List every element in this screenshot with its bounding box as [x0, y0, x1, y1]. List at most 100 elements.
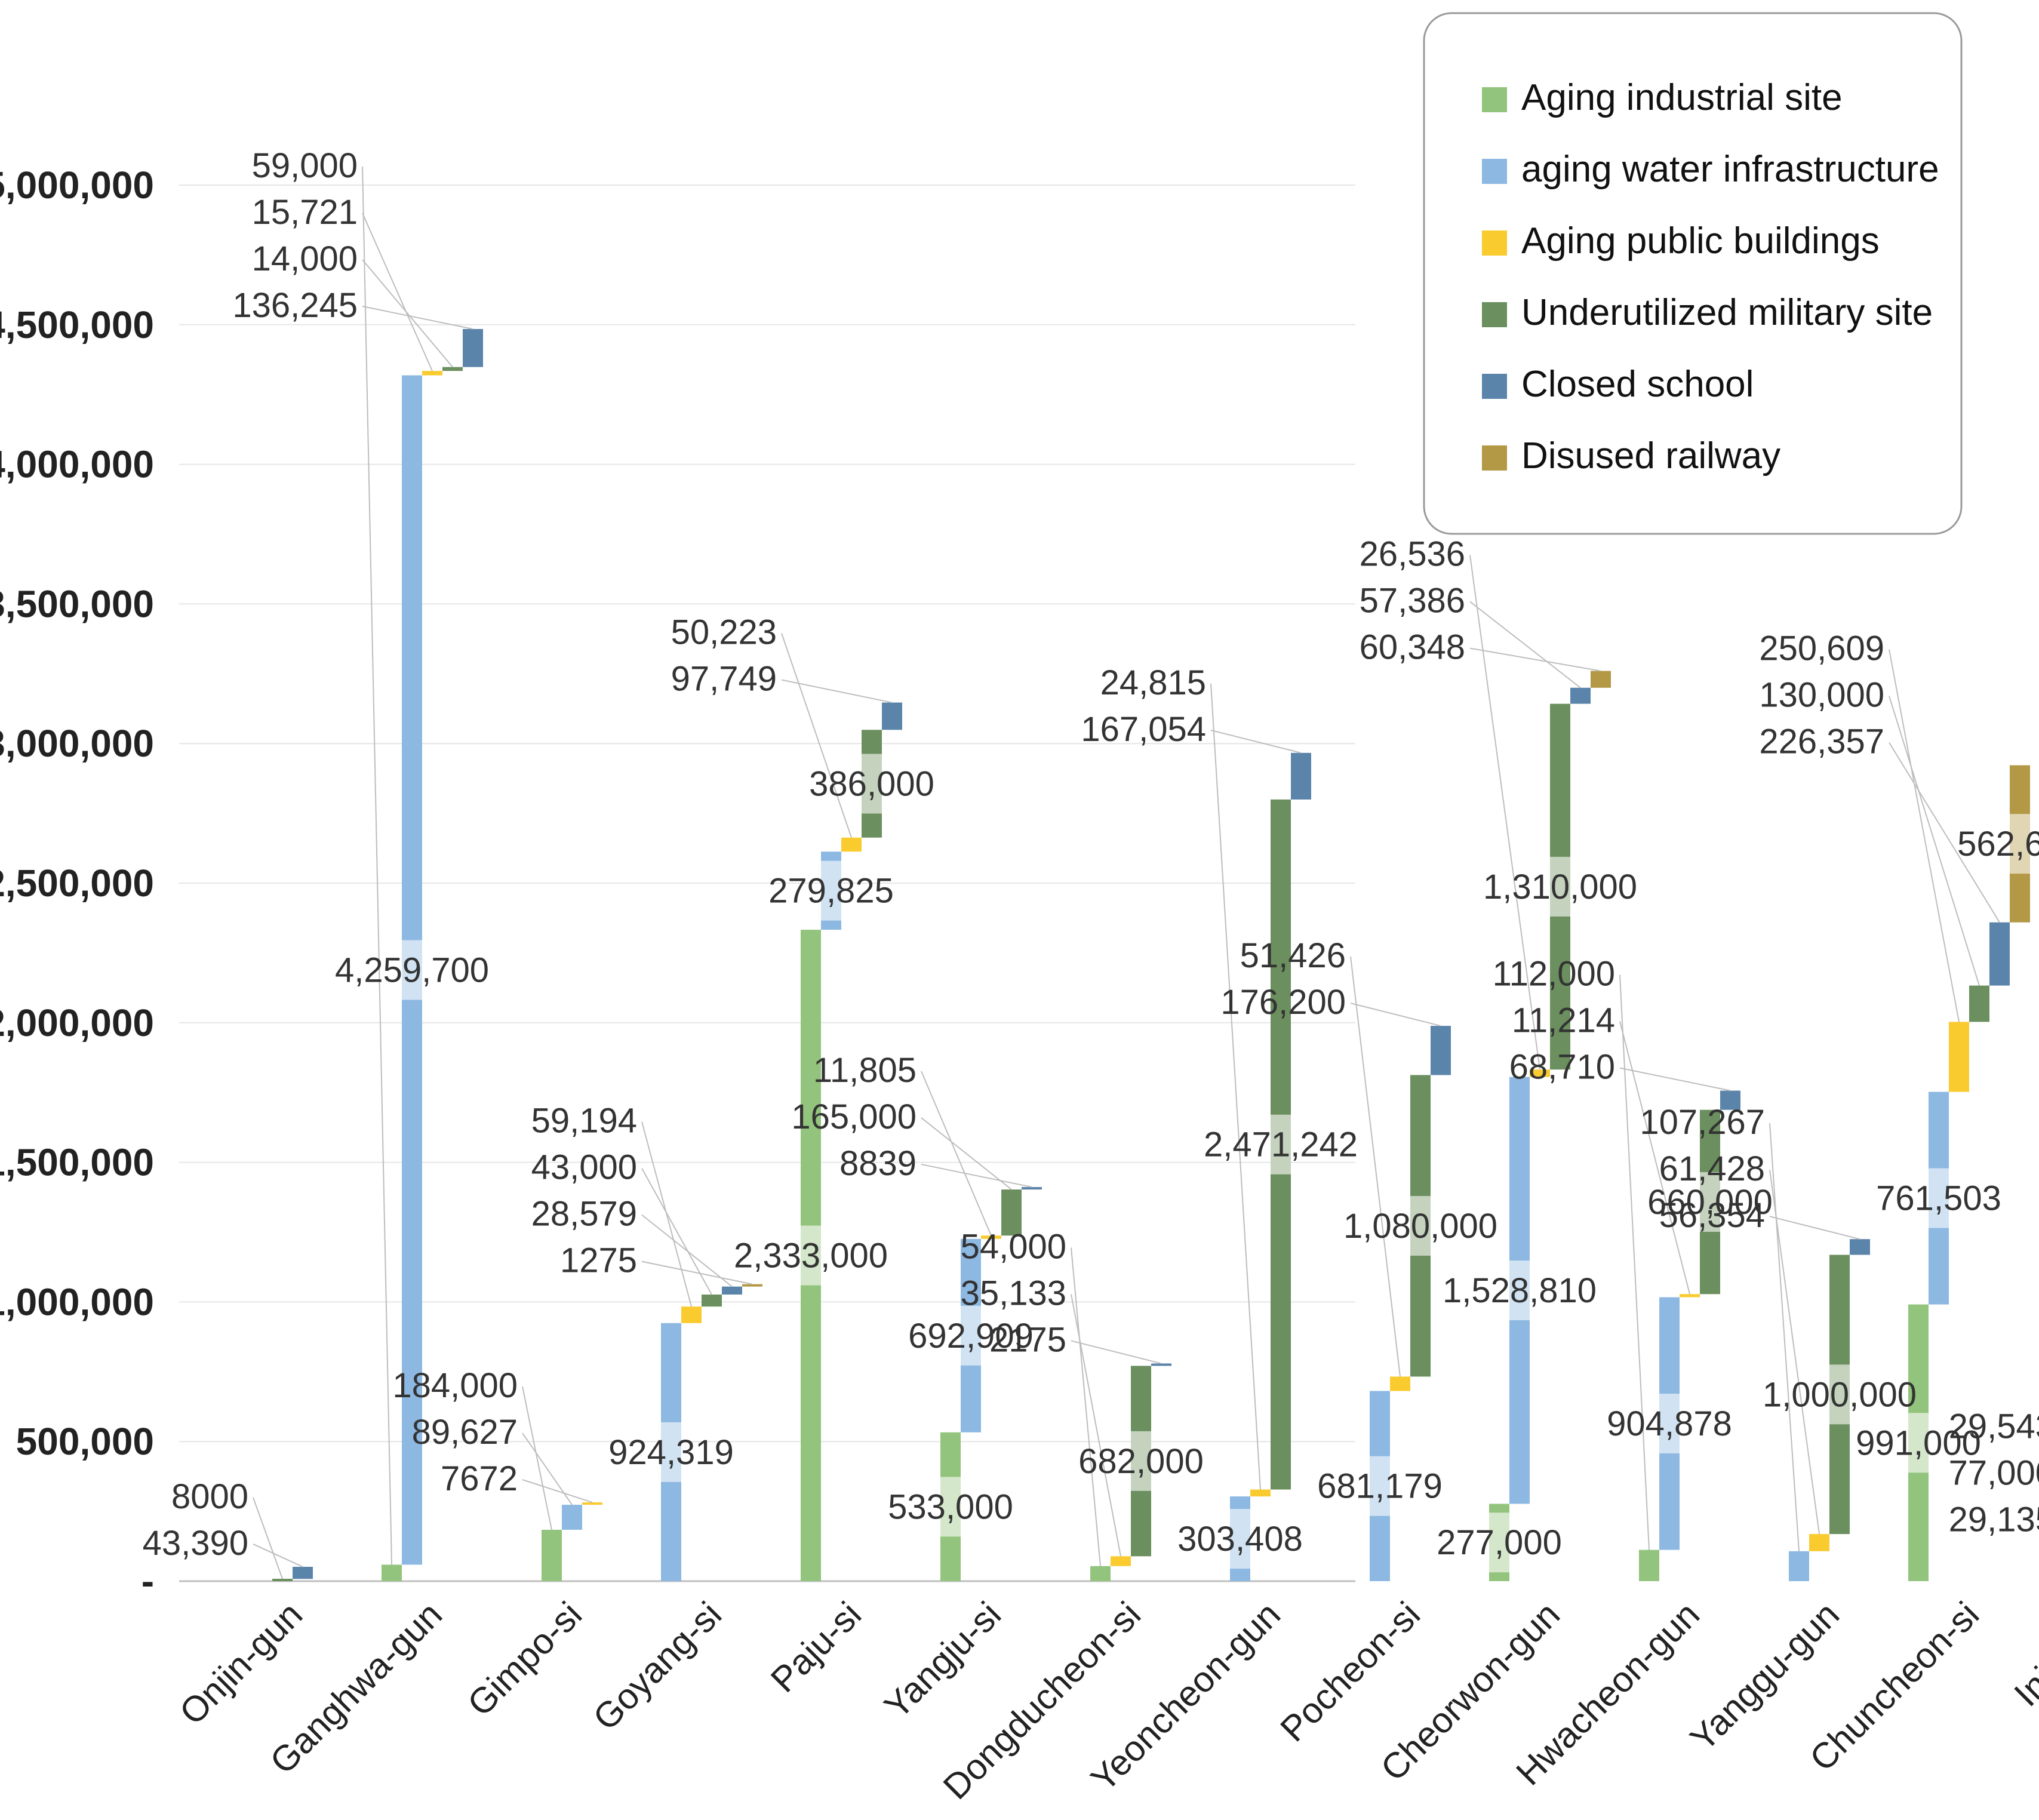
- data-label: 97,749: [671, 660, 777, 699]
- label-highlight: [1509, 1261, 1530, 1321]
- label-highlight: [1659, 1394, 1680, 1454]
- bar-segment: [1720, 1090, 1740, 1110]
- bar-segment: [272, 1579, 293, 1581]
- label-highlight: [1271, 1114, 1291, 1175]
- legend: Aging industrial site aging water infrast…: [1423, 12, 1963, 535]
- leader-line: [362, 166, 392, 1565]
- bar-segment: [1151, 1363, 1171, 1366]
- legend-label: Closed school: [1521, 364, 1754, 405]
- data-label: 761,503: [1876, 1179, 2001, 1218]
- leader-line: [1889, 649, 1960, 1022]
- x-category-label: Inje-gun: [2006, 1594, 2039, 1714]
- bar-segment: [1111, 1556, 1131, 1566]
- leader-line: [1350, 956, 1401, 1377]
- data-label: 15,721: [252, 193, 358, 232]
- bar-segment: [382, 1564, 402, 1581]
- data-label: 61,428: [1659, 1149, 1765, 1188]
- x-category-label: Gimpo-si: [460, 1594, 589, 1724]
- leader-line: [1889, 696, 1980, 986]
- data-label: 250,609: [1759, 629, 1884, 668]
- leader-line: [253, 1497, 283, 1579]
- data-label: 2,333,000: [734, 1237, 888, 1275]
- data-labels: 43,390 8000 4,259,700 136,245 14,000 15,721 59…: [143, 146, 2039, 1563]
- data-label: 1,310,000: [1483, 868, 1637, 906]
- label-highlight: [1410, 1195, 1431, 1256]
- bar-segment: [742, 1284, 762, 1287]
- data-label: 14,000: [252, 239, 358, 278]
- label-highlight: [961, 1305, 981, 1366]
- data-label: 562,697: [1957, 825, 2039, 863]
- bar-segment: [1989, 922, 2010, 986]
- data-label: 8000: [171, 1477, 248, 1516]
- data-label: 2,471,242: [1204, 1126, 1358, 1164]
- bars: [272, 328, 2030, 1581]
- label-highlight: [1829, 1364, 1850, 1425]
- legend-label: Aging industrial site: [1521, 77, 1843, 118]
- bar-segment: [1591, 671, 1611, 688]
- bar-segment: [1250, 1489, 1271, 1497]
- leader-line: [641, 1261, 753, 1285]
- y-tick-label: 4,000,000: [0, 443, 154, 486]
- data-label: 8839: [839, 1144, 917, 1183]
- leader-line: [522, 1432, 573, 1505]
- data-label: 43,390: [143, 1524, 248, 1563]
- y-tick-label: 3,500,000: [0, 582, 154, 625]
- bar-segment: [1530, 1069, 1550, 1077]
- label-highlight: [862, 754, 882, 814]
- data-label: 54,000: [961, 1227, 1066, 1266]
- leader-line: [641, 1168, 712, 1295]
- bar-segment: [442, 367, 463, 371]
- y-tick-label: 3,000,000: [0, 722, 154, 765]
- leader-line: [1071, 1247, 1101, 1566]
- leader-line: [1210, 683, 1261, 1490]
- data-label: 660,000: [1647, 1183, 1773, 1222]
- x-category-label: Yangju-si: [877, 1594, 1008, 1726]
- bar-segment: [722, 1286, 742, 1295]
- data-label: 7672: [441, 1459, 518, 1498]
- data-label: 165,000: [791, 1097, 917, 1136]
- label-highlight: [661, 1422, 681, 1482]
- label-highlight: [821, 860, 841, 921]
- data-label: 279,825: [768, 872, 894, 911]
- data-label: 184,000: [392, 1366, 518, 1405]
- leader-line: [1769, 1216, 1860, 1240]
- data-label: 1,000,000: [1763, 1375, 1917, 1414]
- y-tick-label: 1,500,000: [0, 1141, 154, 1184]
- x-category-label: Paju-si: [763, 1594, 869, 1700]
- bar-segment: [1639, 1550, 1659, 1581]
- leader-line: [1619, 1021, 1690, 1295]
- data-label: 59,194: [531, 1102, 637, 1140]
- leader-line: [362, 213, 433, 371]
- data-label: 167,054: [1081, 710, 1206, 749]
- label-highlight: [1370, 1456, 1390, 1516]
- bar-segment: [562, 1505, 582, 1530]
- legend-swatch: [1482, 159, 1507, 184]
- leader-line: [921, 1117, 1012, 1190]
- leader-line: [1769, 1170, 1820, 1535]
- data-label: 226,357: [1759, 723, 1884, 761]
- leader-line: [362, 259, 453, 368]
- legend-swatch: [1482, 87, 1507, 112]
- label-highlight: [1131, 1431, 1151, 1491]
- bar-segment: [1001, 1189, 1022, 1236]
- legend-swatch: [1482, 445, 1507, 471]
- data-label: 991,000: [1856, 1424, 1981, 1462]
- y-tick-label: 5,000,000: [0, 164, 154, 207]
- leader-line: [1469, 601, 1581, 688]
- y-tick-label: 1,000,000: [0, 1280, 154, 1323]
- leader-line: [921, 1163, 1032, 1188]
- data-label: 277,000: [1437, 1523, 1562, 1562]
- bar-segment: [422, 371, 442, 376]
- bar-segment: [582, 1502, 602, 1505]
- legend-box: [1423, 12, 1963, 535]
- data-label: 136,245: [232, 286, 358, 325]
- leader-line: [781, 679, 893, 703]
- y-tick-label: 4,500,000: [0, 303, 154, 346]
- data-label: 50,223: [671, 613, 777, 652]
- data-label: 11,214: [1512, 1001, 1615, 1040]
- leader-line: [641, 1121, 692, 1307]
- bar-segment: [293, 1566, 313, 1579]
- data-label: 924,319: [608, 1433, 734, 1472]
- bar-segment: [681, 1306, 702, 1323]
